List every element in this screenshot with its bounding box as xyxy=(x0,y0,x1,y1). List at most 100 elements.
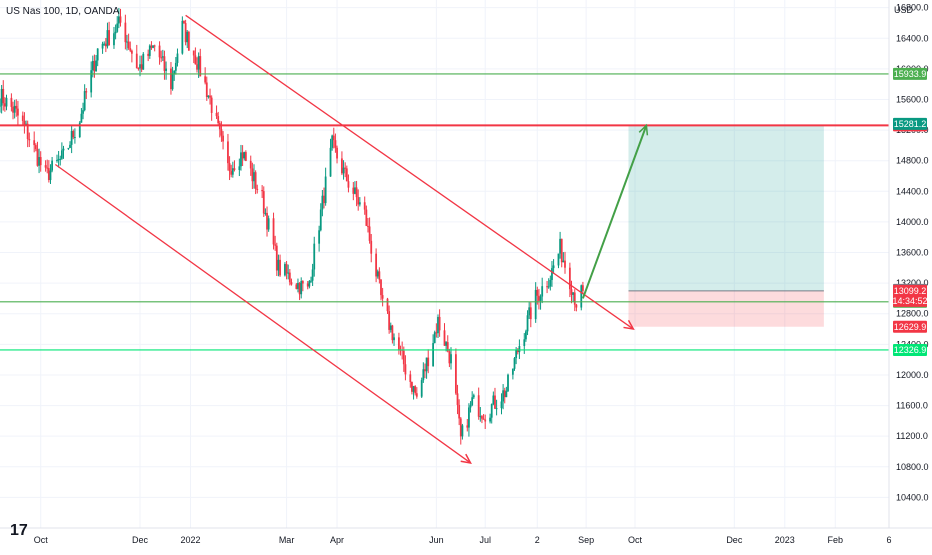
candle-body xyxy=(375,253,378,277)
candle-body xyxy=(12,106,14,113)
candle-body xyxy=(319,209,322,231)
candle-body xyxy=(130,50,133,54)
candle-body xyxy=(503,390,506,398)
x-tick-label: Sep xyxy=(578,535,594,545)
candle-body xyxy=(264,212,267,214)
candle-body xyxy=(139,64,141,69)
candle-body xyxy=(450,354,452,364)
candle-body xyxy=(290,282,293,285)
candle-body xyxy=(28,139,31,141)
candle-body xyxy=(477,395,480,417)
candle-body xyxy=(80,113,83,123)
candle-body xyxy=(354,187,356,194)
candle-body xyxy=(165,68,167,71)
candle-body xyxy=(288,272,291,283)
candle-body xyxy=(124,22,127,43)
candle-body xyxy=(13,105,16,113)
candle-body xyxy=(140,64,143,70)
candle-body xyxy=(0,88,3,106)
candle-body xyxy=(443,330,446,346)
candle-body xyxy=(492,395,495,405)
candle-body xyxy=(357,197,360,205)
candle-body xyxy=(262,191,265,214)
candle-body xyxy=(34,145,37,150)
candle-body xyxy=(183,20,185,24)
candle-body xyxy=(228,163,231,172)
candle-body xyxy=(261,189,264,192)
candle-body xyxy=(409,374,412,382)
candle-body xyxy=(381,295,384,299)
candle-body xyxy=(148,45,151,56)
candle-body xyxy=(502,390,505,402)
candle-body xyxy=(541,286,544,297)
candle-body xyxy=(15,105,18,109)
tradingview-logo[interactable]: 17 xyxy=(10,522,28,540)
x-tick-label: Mar xyxy=(279,535,295,545)
candle-body xyxy=(568,267,571,290)
candle-body xyxy=(456,393,459,405)
candle-body xyxy=(205,82,208,97)
time-axis[interactable]: Oct Dec 2022 Mar Apr Jun Jul 2 Sep Oct Dec 2023 Feb 6 xyxy=(34,535,892,545)
candle-body xyxy=(334,140,337,148)
candle-body xyxy=(10,97,13,107)
candle-body xyxy=(256,188,259,190)
candle-body xyxy=(279,259,281,276)
candle-body xyxy=(249,160,252,169)
candle-body xyxy=(523,339,526,347)
candle-body xyxy=(51,160,54,171)
candle-body xyxy=(78,122,81,137)
candle-body xyxy=(275,245,278,271)
candle-body xyxy=(513,358,516,369)
candle-body xyxy=(184,23,187,43)
candle-body xyxy=(490,404,493,418)
candle-body xyxy=(528,307,531,316)
candle-body xyxy=(301,281,304,284)
channel-lower-arrowhead xyxy=(460,453,472,464)
candle-body xyxy=(427,357,430,367)
candle-body xyxy=(511,368,514,375)
candle-body xyxy=(44,165,47,168)
candle-body xyxy=(546,286,548,288)
candle-body xyxy=(161,56,164,58)
candle-body xyxy=(158,45,161,58)
candle-body xyxy=(318,230,321,244)
tradingview-logo-text: 17 xyxy=(10,522,28,539)
candle-body xyxy=(341,158,343,174)
candle-body xyxy=(581,285,584,291)
candle-body xyxy=(575,304,578,308)
candle-body xyxy=(277,259,280,271)
candle-body xyxy=(367,225,369,227)
projection-arrow-line xyxy=(581,125,648,299)
price-badge xyxy=(893,320,927,333)
candle-body xyxy=(526,315,529,332)
candle-body xyxy=(345,168,348,182)
candle-body xyxy=(199,56,202,77)
candle-body xyxy=(331,135,334,148)
candle-body xyxy=(266,212,268,230)
candle-body xyxy=(69,144,71,148)
y-tick-label: 10800.0 xyxy=(896,462,929,472)
candle-body xyxy=(142,53,145,70)
candle-body xyxy=(26,123,29,140)
candle-body xyxy=(181,20,184,54)
candle-body xyxy=(560,238,563,263)
candle-body xyxy=(495,408,498,410)
candle-body xyxy=(297,282,299,289)
candle-body xyxy=(215,112,218,117)
candle-body xyxy=(538,295,540,301)
candle-body xyxy=(459,418,462,437)
candle-body xyxy=(518,346,521,353)
candle-body xyxy=(67,147,70,149)
price-badge-label: 13099.2 xyxy=(894,286,927,296)
price-badge-countdown: 14:34:52 xyxy=(892,296,927,306)
candle-body xyxy=(411,381,413,392)
candle-body xyxy=(580,285,583,308)
candle-body xyxy=(57,159,60,161)
candle-body xyxy=(380,279,382,296)
candle-body xyxy=(420,380,423,397)
candle-body xyxy=(238,166,241,170)
candle-body xyxy=(17,108,19,116)
